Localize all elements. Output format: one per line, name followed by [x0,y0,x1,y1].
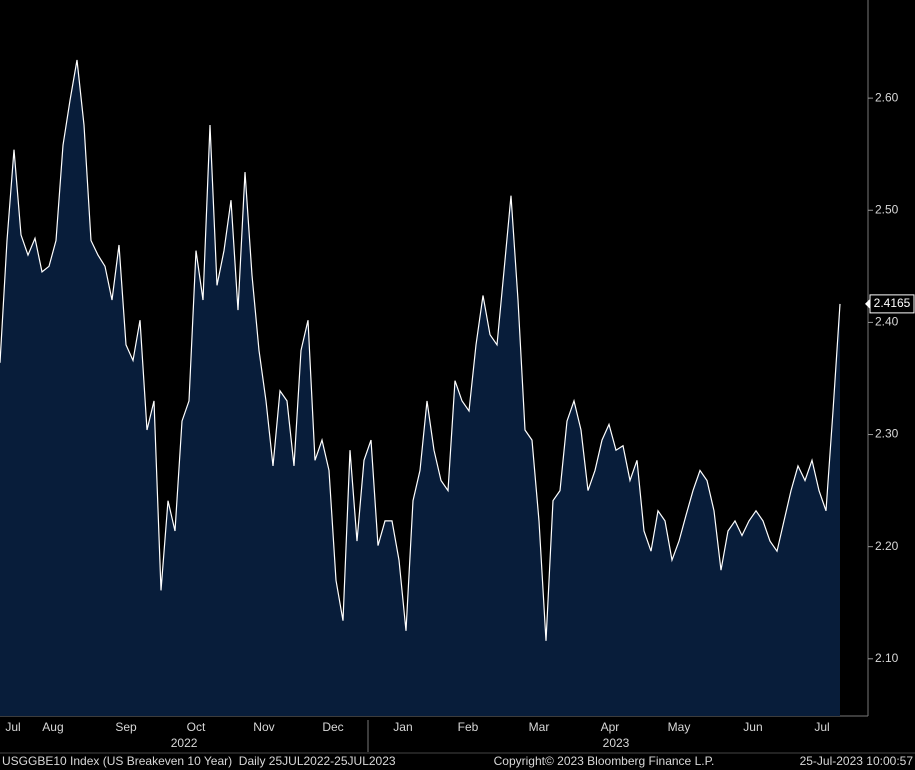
last-value-pointer [865,298,870,309]
x-tick-label: Jul [5,720,20,734]
area [0,60,840,716]
y-tick-label: 2.60 [875,90,899,104]
footer-right: 25-Jul-2023 10:00:57 [800,754,914,768]
year-label: 2023 [603,736,630,750]
x-tick-label: Feb [458,720,479,734]
line [0,59,841,641]
footer-center: Copyright© 2023 Bloomberg Finance L.P. [494,754,715,768]
y-tick-label: 2.30 [875,427,899,441]
x-tick-label: Jul [814,720,829,734]
last-value-label: 2.4165 [874,296,911,310]
year-label: 2022 [171,736,198,750]
y-tick-label: 2.20 [875,539,899,553]
x-tick-label: Jan [393,720,412,734]
x-tick-label: Sep [115,720,137,734]
x-tick-label: Jun [743,720,762,734]
y-tick-label: 2.10 [875,651,899,665]
y-tick-label: 2.50 [875,202,899,216]
y-tick-label: 2.40 [875,315,899,329]
x-tick-label: Apr [601,720,620,734]
x-tick-label: Nov [253,720,274,734]
x-tick-label: Mar [529,720,550,734]
x-tick-label: Dec [322,720,343,734]
x-tick-label: Oct [187,720,206,734]
footer-left: USGGBE10 Index (US Breakeven 10 Year) Da… [2,754,396,768]
x-tick-label: Aug [42,720,63,734]
x-tick-label: May [668,720,691,734]
